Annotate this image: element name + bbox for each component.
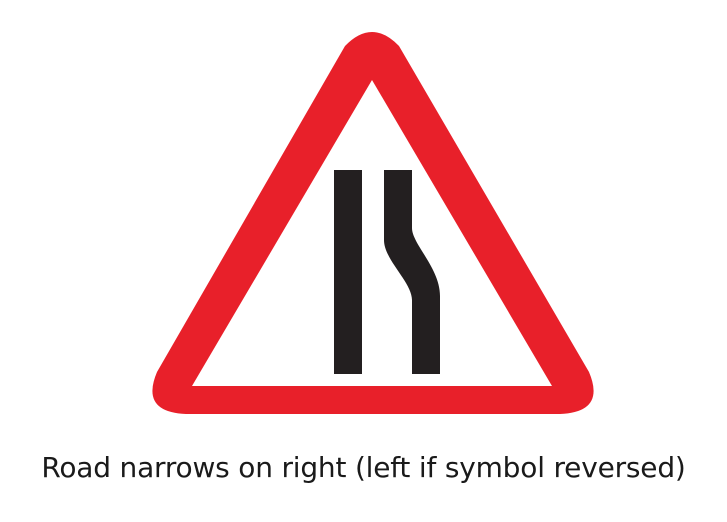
road-narrows-on-right-sign-icon bbox=[0, 0, 727, 440]
road-sign bbox=[0, 0, 727, 440]
left-lane-bar bbox=[334, 170, 362, 374]
sign-caption: Road narrows on right (left if symbol re… bbox=[0, 448, 727, 488]
